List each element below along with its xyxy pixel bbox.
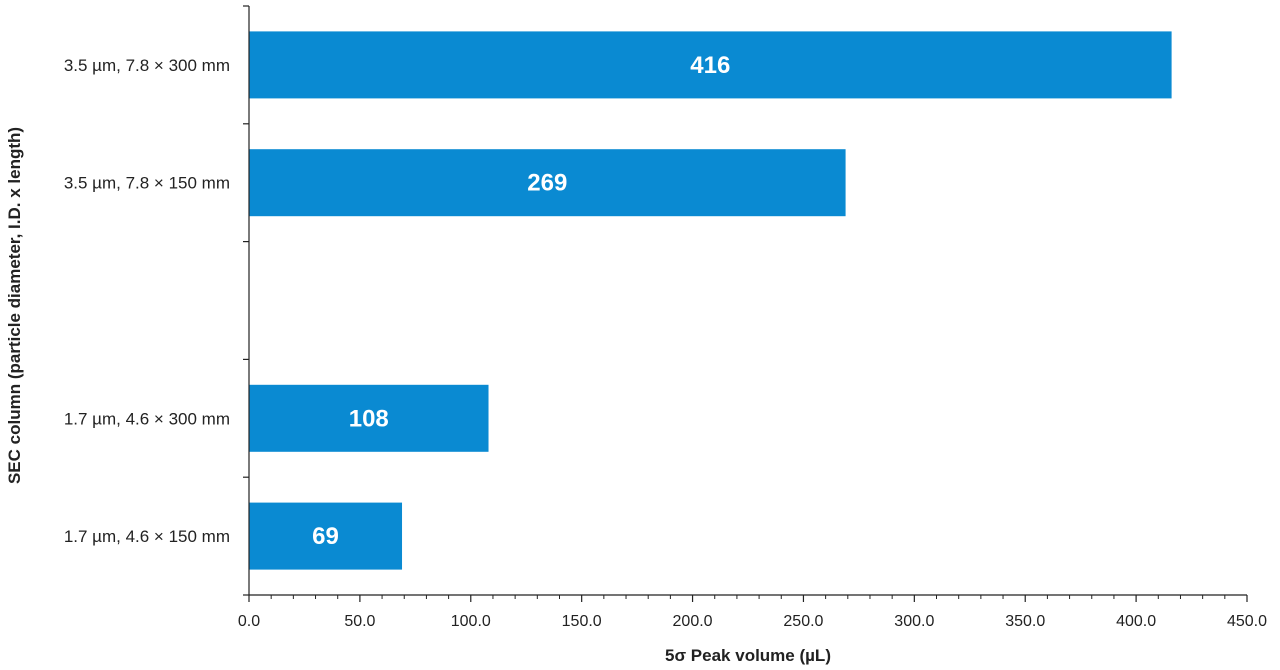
x-axis-title: 5σ Peak volume (µL) bbox=[665, 646, 831, 665]
x-tick-label: 200.0 bbox=[673, 613, 713, 630]
category-labels: 3.5 µm, 7.8 × 300 mm 3.5 µm, 7.8 × 150 mm… bbox=[64, 56, 230, 546]
x-tick-label: 150.0 bbox=[562, 613, 602, 630]
x-tick-labels: 0.0 50.0 100.0 150.0 200.0 250.0 300.0 350.0 400… bbox=[238, 613, 1267, 630]
bar-value-label: 108 bbox=[349, 405, 389, 432]
x-axis bbox=[248, 594, 1248, 602]
x-tick-label: 100.0 bbox=[451, 613, 491, 630]
x-tick-label: 450.0 bbox=[1227, 613, 1267, 630]
category-label: 3.5 µm, 7.8 × 150 mm bbox=[64, 174, 230, 193]
bars-layer bbox=[249, 31, 1172, 570]
bar bbox=[249, 384, 489, 452]
y-axis bbox=[243, 5, 250, 596]
x-tick-label: 50.0 bbox=[344, 613, 375, 630]
bar-value-label: 416 bbox=[690, 52, 730, 79]
bar-value-label: 69 bbox=[312, 523, 339, 550]
bar-labels-layer: 416 269 108 69 bbox=[312, 52, 730, 550]
bar bbox=[249, 149, 846, 217]
bar-value-label: 269 bbox=[527, 170, 567, 197]
x-tick-label: 300.0 bbox=[894, 613, 934, 630]
bar bbox=[249, 502, 403, 570]
bar bbox=[249, 31, 1172, 99]
y-axis-title: SEC column (particle diameter, I.D. x le… bbox=[5, 127, 24, 484]
x-tick-label: 400.0 bbox=[1116, 613, 1156, 630]
category-label: 3.5 µm, 7.8 × 300 mm bbox=[64, 56, 230, 75]
x-tick-label: 0.0 bbox=[238, 613, 260, 630]
x-tick-label: 350.0 bbox=[1005, 613, 1045, 630]
category-label: 1.7 µm, 4.6 × 300 mm bbox=[64, 409, 230, 428]
category-label: 1.7 µm, 4.6 × 150 mm bbox=[64, 527, 230, 546]
x-tick-label: 250.0 bbox=[783, 613, 823, 630]
